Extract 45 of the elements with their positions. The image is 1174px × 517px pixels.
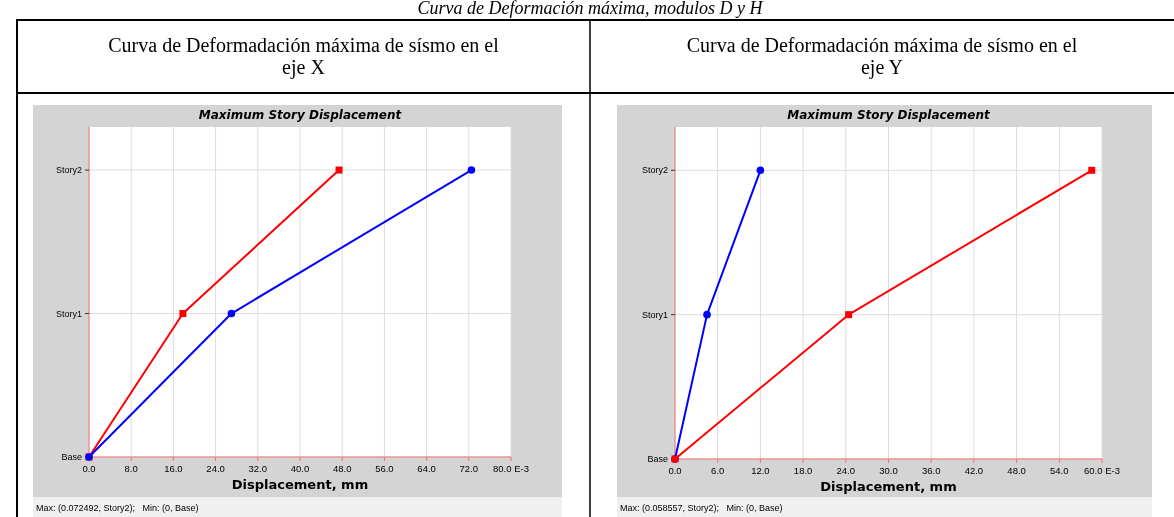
x-tick-label: 40.0 xyxy=(290,463,310,474)
x-tick-label: 0.0 xyxy=(82,463,96,474)
x-tick-label: 6.0 xyxy=(711,465,725,476)
x-tick-label: 12.0 xyxy=(751,465,770,476)
text: Max: (0.058557, Story2); Min: (0, Base) xyxy=(620,503,783,513)
point xyxy=(179,310,187,318)
x-tick-label: 60.0 E-3 xyxy=(1084,465,1120,476)
x-tick-label: 18.0 xyxy=(793,465,813,476)
x-tick-label: 48.0 xyxy=(1007,465,1026,476)
y-tick-label: Story2 xyxy=(641,165,668,176)
point xyxy=(756,166,765,175)
x-tick-label: 24.0 xyxy=(836,465,856,476)
x-tick-label: 48.0 xyxy=(332,463,352,474)
text: Max: (0.072492, Story2); Min: (0, Base) xyxy=(36,503,199,513)
point xyxy=(467,166,476,174)
chart-subtitle: Maximum Story Displacement xyxy=(787,108,991,122)
x-tick-label: 36.0 xyxy=(921,465,941,476)
point xyxy=(703,310,711,319)
x-tick-label: 64.0 xyxy=(417,463,436,474)
x-tick-label: 54.0 xyxy=(1050,465,1069,476)
x-tick-label: 56.0 xyxy=(375,463,394,474)
y-tick-label: Story2 xyxy=(55,165,82,176)
point xyxy=(1088,166,1096,174)
chart-title: Curva de Deformadación máxima de sísmo en el eje Y xyxy=(686,34,1078,79)
point xyxy=(335,166,343,174)
y-tick-label: Base xyxy=(61,452,82,462)
x-tick-label: 24.0 xyxy=(206,463,225,474)
point xyxy=(227,309,236,318)
x-tick-label: 72.0 xyxy=(459,463,479,474)
x-axis-title: Displacement, mm xyxy=(231,477,369,492)
chart-subtitle: Maximum Story Displacement xyxy=(198,108,403,122)
text: Curva de Deformación máxima, modulos D y H xyxy=(417,0,764,18)
y-tick-label: Story1 xyxy=(55,308,82,319)
x-tick-label: 16.0 xyxy=(164,463,183,474)
point xyxy=(845,311,853,319)
x-axis-title: Displacement, mm xyxy=(820,479,957,494)
y-tick-label: Story1 xyxy=(641,309,668,320)
x-tick-label: 0.0 xyxy=(668,465,682,476)
x-tick-label: 80.0 E-3 xyxy=(493,463,529,474)
x-tick-label: 8.0 xyxy=(124,463,138,474)
x-tick-label: 30.0 xyxy=(879,465,898,476)
chart-title: Curva de Deformadación máxima de sísmo en el eje X xyxy=(108,34,500,79)
x-tick-label: 32.0 xyxy=(248,463,268,474)
x-tick-label: 42.0 xyxy=(964,465,984,476)
y-tick-label: Base xyxy=(647,454,668,464)
